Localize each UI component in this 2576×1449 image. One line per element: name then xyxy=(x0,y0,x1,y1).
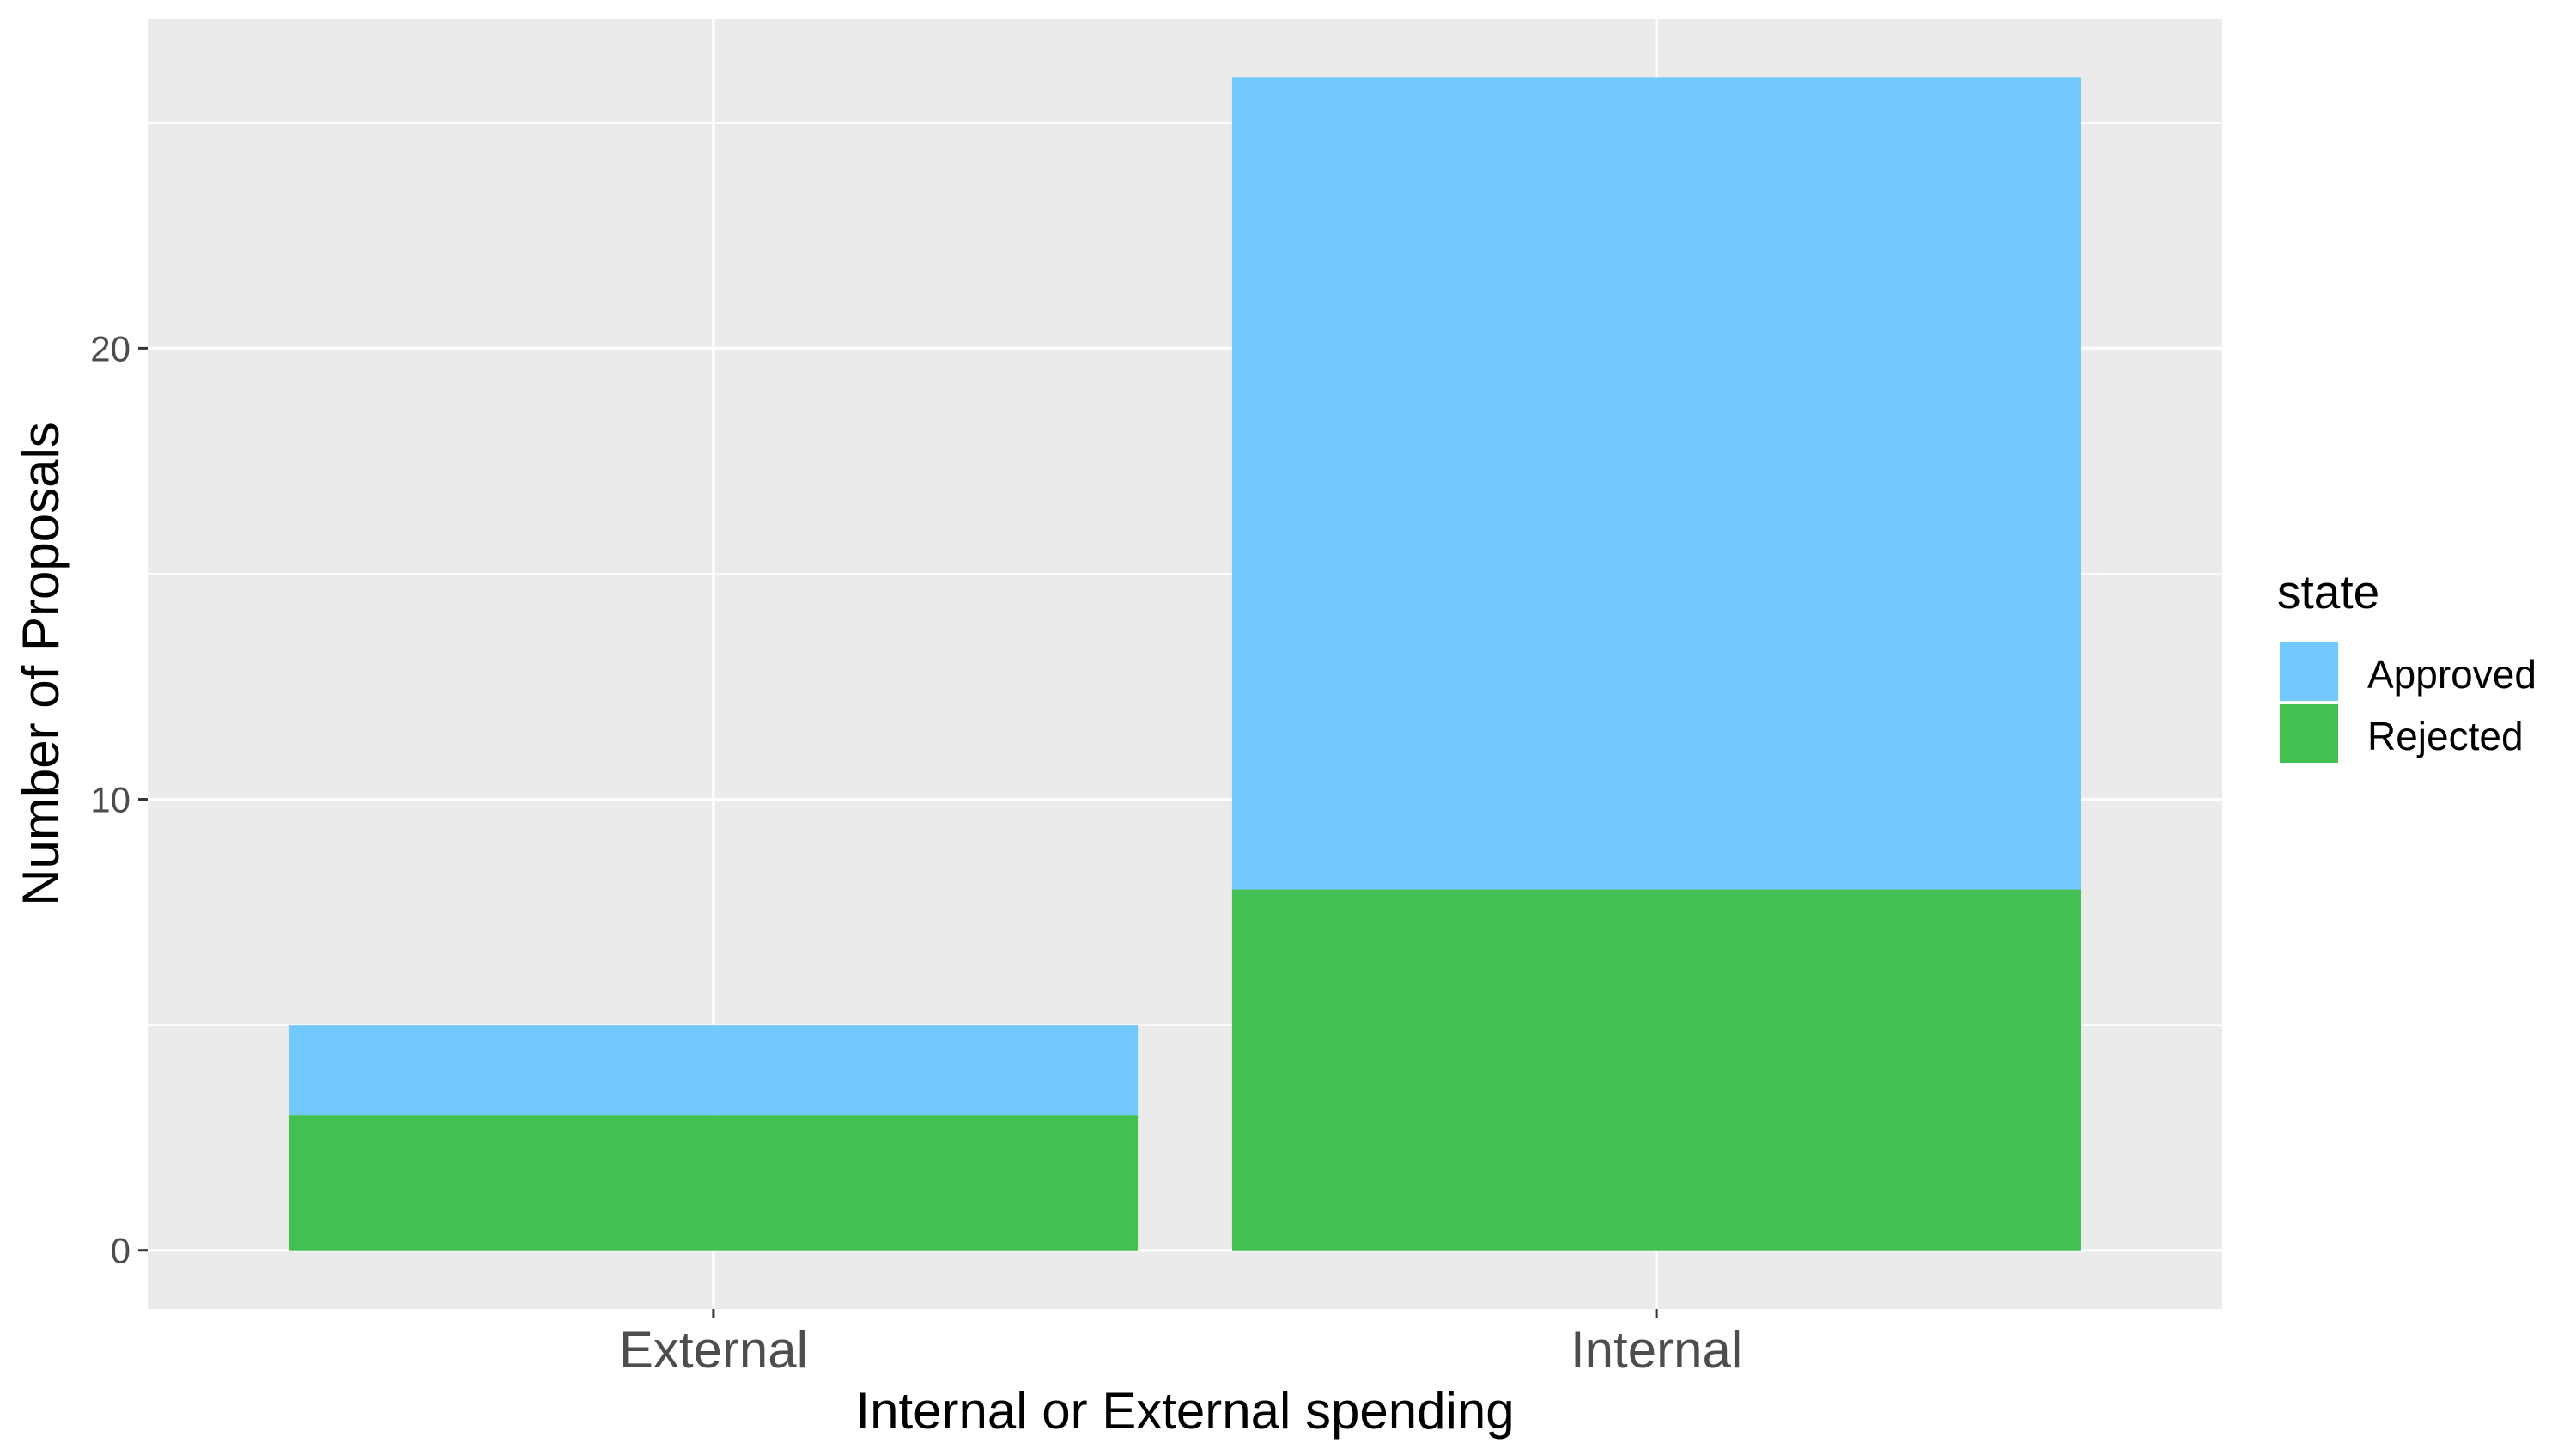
legend-title: state xyxy=(2277,565,2379,618)
legend-label-approved: Approved xyxy=(2367,652,2537,697)
y-tick-label: 0 xyxy=(111,1231,131,1271)
y-tick-label: 10 xyxy=(90,780,131,820)
bar-external-rejected xyxy=(289,1115,1139,1251)
bar-internal-rejected xyxy=(1231,889,2081,1251)
bars xyxy=(289,77,2081,1251)
legend-label-rejected: Rejected xyxy=(2367,714,2524,758)
y-axis-ticks: 0 10 20 xyxy=(90,328,148,1271)
bar-external-approved xyxy=(289,1025,1139,1116)
legend-swatch-rejected xyxy=(2280,704,2338,763)
y-tick-label: 20 xyxy=(90,328,131,368)
legend: state Approved Rejected xyxy=(2277,565,2537,763)
legend-swatch-approved xyxy=(2280,642,2338,701)
bar-internal-approved xyxy=(1231,77,2081,890)
x-tick-label: Internal xyxy=(1571,1321,1742,1379)
y-axis-title: Number of Proposals xyxy=(12,422,70,906)
x-tick-label: External xyxy=(619,1321,808,1379)
x-axis-title: Internal or External spending xyxy=(855,1382,1514,1440)
x-axis-ticks: External Internal xyxy=(619,1309,1742,1379)
